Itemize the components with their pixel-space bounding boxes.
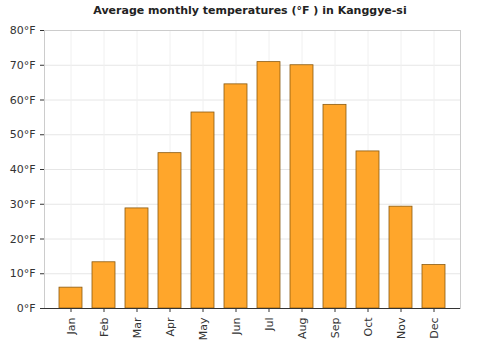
svg-text:Nov: Nov (395, 317, 408, 339)
svg-text:Feb: Feb (98, 317, 111, 336)
svg-text:40°F: 40°F (10, 163, 36, 176)
svg-text:80°F: 80°F (10, 24, 36, 37)
svg-text:60°F: 60°F (10, 94, 36, 107)
svg-text:10°F: 10°F (10, 267, 36, 280)
svg-text:Aug: Aug (296, 318, 309, 339)
svg-text:Apr: Apr (164, 317, 177, 337)
html-text:Average monthly temperatures (: Average monthly temperatures (°F ) in Ka… (93, 4, 407, 17)
svg-text:Oct: Oct (362, 317, 375, 337)
svg-text:0°F: 0°F (17, 302, 36, 315)
svg-text:Dec: Dec (428, 318, 441, 339)
svg-text:Jun: Jun (230, 317, 243, 335)
svg-text:20°F: 20°F (10, 233, 36, 246)
svg-text:30°F: 30°F (10, 198, 36, 211)
svg-text:Jul: Jul (263, 318, 276, 332)
svg-text:70°F: 70°F (10, 59, 36, 72)
svg-text:May: May (197, 317, 210, 340)
svg-text:Sep: Sep (329, 317, 342, 338)
svg-text:Jan: Jan (65, 317, 78, 335)
svg-text:Mar: Mar (131, 317, 144, 338)
svg-text:50°F: 50°F (10, 128, 36, 141)
